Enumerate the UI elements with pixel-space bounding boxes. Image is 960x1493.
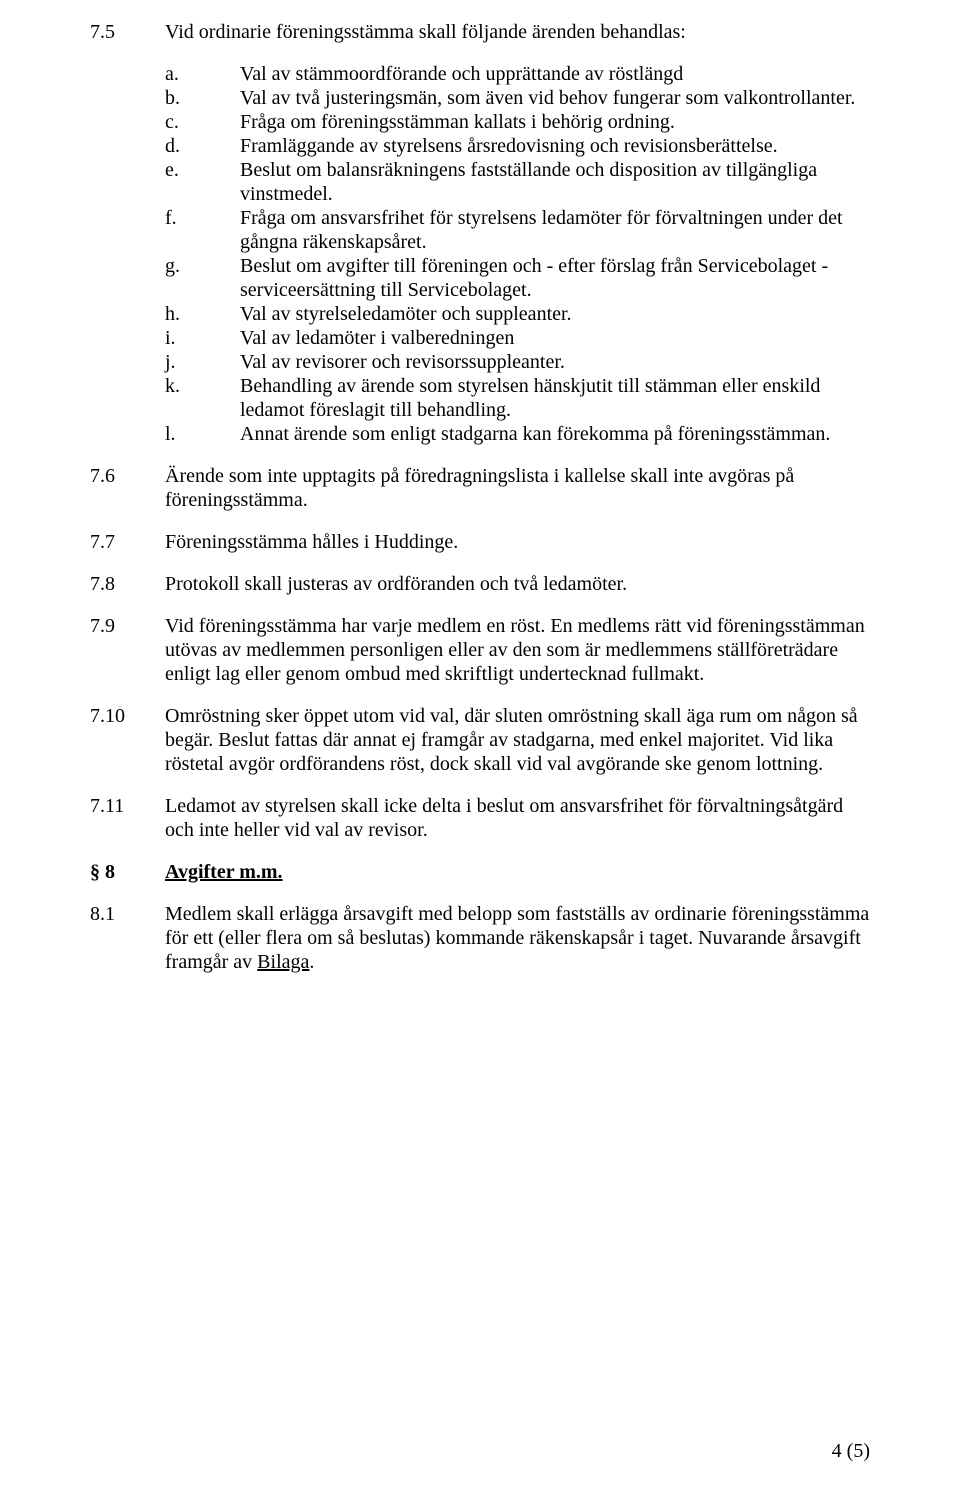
- list-item: c. Fråga om föreningsstämman kallats i b…: [165, 110, 870, 134]
- section-81: 8.1 Medlem skall erlägga årsavgift med b…: [90, 902, 870, 974]
- page-number: 4 (5): [832, 1439, 870, 1463]
- item-letter: a.: [165, 62, 240, 86]
- item-letter: b.: [165, 86, 240, 110]
- section-81-post: .: [309, 951, 314, 973]
- section-8-heading-row: § 8 Avgifter m.m.: [90, 860, 870, 884]
- section-76: 7.6 Ärende som inte upptagits på föredra…: [90, 464, 870, 512]
- section-78: 7.8 Protokoll skall justeras av ordföran…: [90, 572, 870, 596]
- section-text: Ledamot av styrelsen skall icke delta i …: [165, 794, 870, 842]
- section-number: 7.11: [90, 794, 165, 818]
- section-text: Ärende som inte upptagits på föredragnin…: [165, 464, 870, 512]
- section-75-list: a. Val av stämmoordförande och upprättan…: [90, 62, 870, 446]
- section-text: Omröstning sker öppet utom vid val, där …: [165, 704, 870, 776]
- section-text: Medlem skall erlägga årsavgift med belop…: [165, 902, 870, 974]
- item-letter: c.: [165, 110, 240, 134]
- section-number: 7.7: [90, 530, 165, 554]
- list-item: j. Val av revisorer och revisorssupplean…: [165, 350, 870, 374]
- item-text: Annat ärende som enligt stadgarna kan fö…: [240, 422, 870, 446]
- section-text: Föreningsstämma hålles i Huddinge.: [165, 530, 870, 554]
- item-letter: h.: [165, 302, 240, 326]
- item-letter: k.: [165, 374, 240, 398]
- section-number: 8.1: [90, 902, 165, 926]
- section-77: 7.7 Föreningsstämma hålles i Huddinge.: [90, 530, 870, 554]
- item-text: Val av styrelseledamöter och suppleanter…: [240, 302, 870, 326]
- item-text: Val av ledamöter i valberedningen: [240, 326, 870, 350]
- item-letter: d.: [165, 134, 240, 158]
- document-page: 7.5 Vid ordinarie föreningsstämma skall …: [0, 0, 960, 1493]
- section-intro: Vid ordinarie föreningsstämma skall följ…: [165, 20, 870, 44]
- list-item: g. Beslut om avgifter till föreningen oc…: [165, 254, 870, 302]
- item-letter: j.: [165, 350, 240, 374]
- section-8-number: § 8: [90, 861, 115, 883]
- section-79: 7.9 Vid föreningsstämma har varje medlem…: [90, 614, 870, 686]
- section-text: Protokoll skall justeras av ordföranden …: [165, 572, 870, 596]
- section-8-title: Avgifter m.m.: [165, 861, 283, 883]
- list-item: d. Framläggande av styrelsens årsredovis…: [165, 134, 870, 158]
- item-text: Beslut om avgifter till föreningen och -…: [240, 254, 870, 302]
- section-711: 7.11 Ledamot av styrelsen skall icke del…: [90, 794, 870, 842]
- item-text: Beslut om balansräkningens fastställande…: [240, 158, 870, 206]
- item-letter: g.: [165, 254, 240, 278]
- list-item: l. Annat ärende som enligt stadgarna kan…: [165, 422, 870, 446]
- list-item: b. Val av två justeringsmän, som även vi…: [165, 86, 870, 110]
- item-text: Val av två justeringsmän, som även vid b…: [240, 86, 870, 110]
- list-item: h. Val av styrelseledamöter och supplean…: [165, 302, 870, 326]
- item-text: Behandling av ärende som styrelsen hänsk…: [240, 374, 870, 422]
- item-letter: i.: [165, 326, 240, 350]
- section-number: 7.8: [90, 572, 165, 596]
- item-text: Framläggande av styrelsens årsredovisnin…: [240, 134, 870, 158]
- bilaga-link: Bilaga: [257, 951, 309, 973]
- list-item: e. Beslut om balansräkningens fastställa…: [165, 158, 870, 206]
- section-number: 7.6: [90, 464, 165, 488]
- section-number: § 8: [90, 860, 165, 884]
- section-number: 7.9: [90, 614, 165, 638]
- list-item: i. Val av ledamöter i valberedningen: [165, 326, 870, 350]
- list-item: f. Fråga om ansvarsfrihet för styrelsens…: [165, 206, 870, 254]
- item-letter: l.: [165, 422, 240, 446]
- item-text: Fråga om föreningsstämman kallats i behö…: [240, 110, 870, 134]
- item-text: Fråga om ansvarsfrihet för styrelsens le…: [240, 206, 870, 254]
- item-text: Val av stämmoordförande och upprättande …: [240, 62, 870, 86]
- section-number: 7.10: [90, 704, 165, 728]
- item-letter: f.: [165, 206, 240, 230]
- item-letter: e.: [165, 158, 240, 182]
- section-number: 7.5: [90, 20, 165, 44]
- list-item: k. Behandling av ärende som styrelsen hä…: [165, 374, 870, 422]
- section-710: 7.10 Omröstning sker öppet utom vid val,…: [90, 704, 870, 776]
- section-75: 7.5 Vid ordinarie föreningsstämma skall …: [90, 20, 870, 44]
- list-item: a. Val av stämmoordförande och upprättan…: [165, 62, 870, 86]
- section-text: Vid föreningsstämma har varje medlem en …: [165, 614, 870, 686]
- item-text: Val av revisorer och revisorssuppleanter…: [240, 350, 870, 374]
